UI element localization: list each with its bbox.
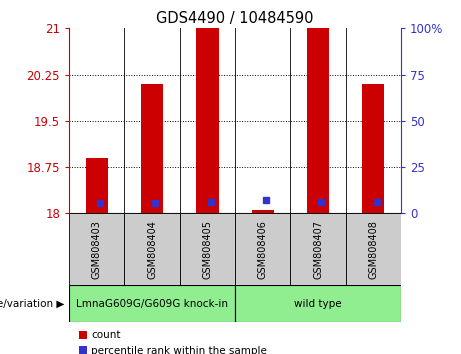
Text: wild type: wild type <box>294 299 342 309</box>
Bar <box>196 28 219 213</box>
Text: GSM808406: GSM808406 <box>258 220 268 279</box>
Bar <box>86 158 108 213</box>
Bar <box>69 213 124 285</box>
Bar <box>180 213 235 285</box>
Title: GDS4490 / 10484590: GDS4490 / 10484590 <box>156 11 314 26</box>
Bar <box>69 285 235 322</box>
Text: GSM808403: GSM808403 <box>92 220 102 279</box>
Bar <box>362 84 384 213</box>
Text: GSM808408: GSM808408 <box>368 220 378 279</box>
Bar <box>235 213 290 285</box>
Bar <box>124 213 180 285</box>
Text: LmnaG609G/G609G knock-in: LmnaG609G/G609G knock-in <box>76 299 228 309</box>
Bar <box>252 210 274 213</box>
Bar <box>235 285 401 322</box>
Bar <box>290 213 346 285</box>
Bar <box>141 84 163 213</box>
Text: GSM808407: GSM808407 <box>313 220 323 279</box>
Text: GSM808405: GSM808405 <box>202 220 213 279</box>
Text: GSM808404: GSM808404 <box>147 220 157 279</box>
Bar <box>307 28 329 213</box>
Legend: count, percentile rank within the sample: count, percentile rank within the sample <box>74 326 271 354</box>
Bar <box>346 213 401 285</box>
Text: genotype/variation ▶: genotype/variation ▶ <box>0 299 65 309</box>
